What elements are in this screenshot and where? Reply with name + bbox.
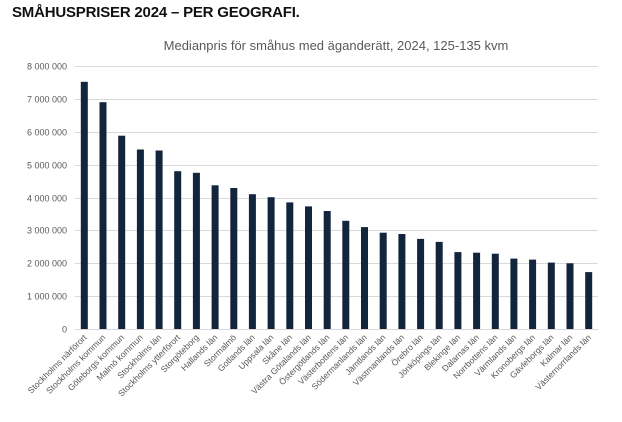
bar	[361, 227, 368, 329]
bar	[248, 194, 256, 329]
bar	[323, 211, 331, 329]
bar	[417, 238, 425, 329]
bar	[566, 263, 574, 330]
bar	[230, 188, 238, 329]
y-tick-label: 6 000 000	[27, 128, 67, 138]
y-tick-label: 0	[62, 325, 67, 335]
chart-title: Medianpris för småhus med äganderätt, 20…	[164, 38, 509, 53]
bar	[529, 259, 537, 329]
bar	[491, 253, 499, 329]
y-tick-label: 8 000 000	[27, 62, 67, 72]
y-tick-label: 5 000 000	[27, 161, 67, 171]
bar	[547, 262, 555, 329]
bar	[379, 232, 387, 329]
bar	[305, 206, 312, 329]
bar	[286, 202, 294, 329]
y-axis-labels: 0 1 000 000 2 000 000 3 000 000 4 000 000 5 0…	[27, 62, 67, 335]
bar	[211, 185, 219, 329]
bar	[136, 149, 144, 329]
bar	[80, 81, 88, 329]
y-tick-label: 2 000 000	[27, 259, 67, 269]
gridlines	[75, 66, 598, 297]
bar	[585, 272, 593, 329]
bar	[267, 197, 275, 329]
bars	[80, 81, 593, 330]
y-tick-label: 4 000 000	[27, 194, 67, 204]
y-tick-label: 7 000 000	[27, 95, 67, 105]
bar	[435, 241, 443, 329]
bar	[99, 102, 107, 329]
y-tick-label: 3 000 000	[27, 226, 67, 236]
bar	[192, 172, 200, 329]
bar	[118, 135, 126, 329]
bar	[510, 258, 518, 329]
bar	[473, 252, 481, 329]
bar	[342, 220, 350, 329]
page-heading: SMÅHUSPRISER 2024 – PER GEOGRAFI.	[12, 4, 300, 21]
bar	[155, 150, 163, 329]
bar	[398, 234, 406, 329]
y-tick-label: 1 000 000	[27, 292, 67, 302]
bar	[174, 171, 182, 329]
bar	[454, 252, 462, 329]
